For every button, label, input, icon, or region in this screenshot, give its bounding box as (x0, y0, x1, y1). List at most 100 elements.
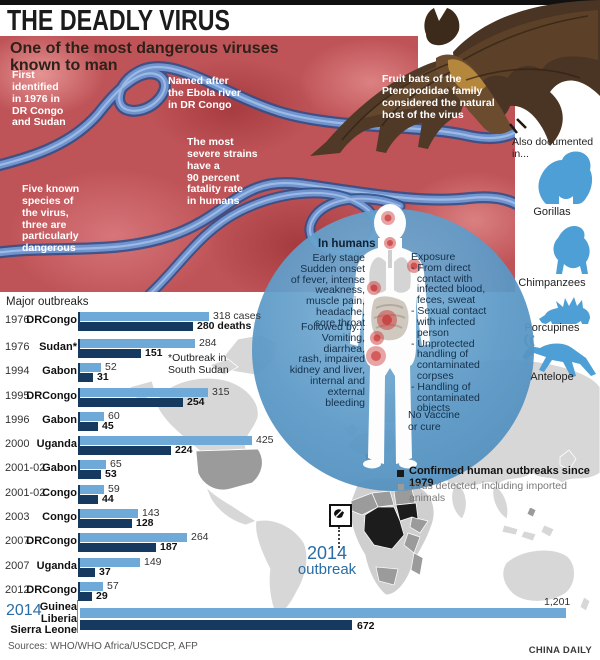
row-year: 1996 (5, 414, 30, 426)
row-axis-tick (78, 460, 80, 479)
row-year: 2007 (5, 535, 30, 547)
fruit-bat-illustration (310, 0, 600, 156)
deaths-value: 187 (160, 541, 178, 553)
legend-confirmed-label: Confirmed human outbreaks since 1979 (409, 465, 590, 489)
map-central-africa-confirmed (363, 506, 405, 550)
bar-deaths (80, 592, 92, 601)
bar-cases (80, 582, 103, 591)
deaths-value: 224 (175, 444, 193, 456)
map-australia (502, 549, 575, 602)
deaths-value: 44 (102, 493, 114, 505)
row-country: Gabon (42, 365, 77, 377)
fact-named-after: Named after the Ebola river in DR Congo (168, 75, 241, 111)
row-year: 1976 (5, 341, 30, 353)
cases-value: 65 (110, 458, 122, 470)
deaths-value: 128 (136, 517, 154, 529)
legend-confirmed-swatch (397, 470, 404, 477)
legend-detected-swatch (398, 484, 404, 490)
deaths-value: 280 deaths (197, 320, 252, 332)
bar-deaths-2014 (80, 620, 352, 630)
row-year: 2012 (5, 584, 30, 596)
row-country: DRCongo (26, 314, 77, 326)
cases-value: 315 (212, 386, 230, 398)
panel-subtitle: One of the most dangerous viruses known … (10, 40, 279, 75)
outbreak-callout: 2014 outbreak (282, 544, 372, 577)
row-year: 2001-02 (5, 462, 46, 474)
bar-deaths (80, 349, 141, 358)
deaths-value: 31 (97, 371, 109, 383)
deaths-value: 254 (187, 396, 205, 408)
row-axis-tick (78, 388, 80, 407)
countries-bracket (77, 600, 78, 633)
bar-cases (80, 339, 195, 348)
deaths-value: 37 (99, 566, 111, 578)
fact-fruit-bats: Fruit bats of the Pteropodidae family co… (382, 73, 495, 121)
row-country: Uganda (36, 560, 77, 572)
human-body-diagram (350, 204, 430, 469)
bar-deaths (80, 322, 193, 331)
row-axis-tick (78, 509, 80, 528)
row-axis-tick (78, 312, 80, 331)
deaths-value: 45 (102, 420, 114, 432)
row-country: DRCongo (26, 390, 77, 402)
bar-cases (80, 533, 187, 542)
bar-cases (80, 412, 104, 421)
bar-cases (80, 436, 252, 445)
bar-deaths (80, 422, 98, 431)
row-country: Congo (42, 511, 77, 523)
deaths-value: 29 (96, 590, 108, 602)
cases-value: 425 (256, 434, 274, 446)
row-axis-tick (78, 436, 80, 455)
deaths-value-2014: 672 (357, 620, 375, 632)
cases-value: 264 (191, 531, 209, 543)
bar-cases (80, 558, 140, 567)
bar-deaths (80, 519, 132, 528)
cases-value: 60 (108, 410, 120, 422)
credit: CHINA DAILY (528, 645, 592, 656)
deaths-value: 151 (145, 347, 163, 359)
bar-deaths (80, 568, 95, 577)
cases-value: 59 (108, 483, 120, 495)
row-axis-tick (78, 558, 80, 577)
row-country-2014: Sierra Leone (10, 624, 77, 636)
chart-footnote: *Outbreak in South Sudan (168, 352, 229, 377)
bar-deaths (80, 446, 171, 455)
callout-connector (338, 527, 340, 548)
bar-deaths (80, 495, 98, 504)
row-year: 2003 (5, 511, 30, 523)
callout-word: outbreak (297, 561, 357, 578)
bar-deaths (80, 470, 101, 479)
map-sudan-confirmed (395, 502, 419, 522)
gorilla-icon (534, 150, 594, 211)
map-usa-detected (195, 448, 263, 491)
fact-five-species: Five known species of the virus, three a… (22, 183, 80, 255)
animal-label: Porcupines (524, 322, 580, 334)
animal-label: Chimpanzees (518, 277, 586, 289)
bar-deaths (80, 543, 156, 552)
legend-detected-label: Virus detected, including imported anima… (409, 480, 567, 504)
cases-value: 318 cases (213, 310, 261, 322)
row-country-2014: Liberia (40, 612, 77, 625)
symptom-spots (366, 211, 421, 366)
row-country: Uganda (36, 438, 77, 450)
row-axis-tick (78, 412, 80, 431)
bar-cases (80, 509, 138, 518)
row-country: Gabon (42, 414, 77, 426)
cases-value: 149 (144, 556, 162, 568)
row-year: 1995 (5, 390, 30, 402)
map-central-america (205, 486, 257, 526)
bar-deaths (80, 398, 183, 407)
bar-deaths (80, 373, 93, 382)
early-stage-text: Early stage Sudden onset of fever, inten… (290, 252, 365, 329)
row-year: 2007 (5, 560, 30, 572)
no-vaccine-text: No vaccine or cure (408, 409, 460, 433)
row-country: DRCongo (26, 535, 77, 547)
top-rule (0, 0, 600, 5)
in-humans-title: In humans (318, 238, 376, 250)
bar-cases (80, 460, 106, 469)
cases-value-2014: 1,201 (544, 596, 571, 608)
page-title: THE DEADLY VIRUS (7, 5, 231, 37)
porcupine-icon (538, 296, 592, 331)
bar-cases-2014 (80, 608, 566, 618)
